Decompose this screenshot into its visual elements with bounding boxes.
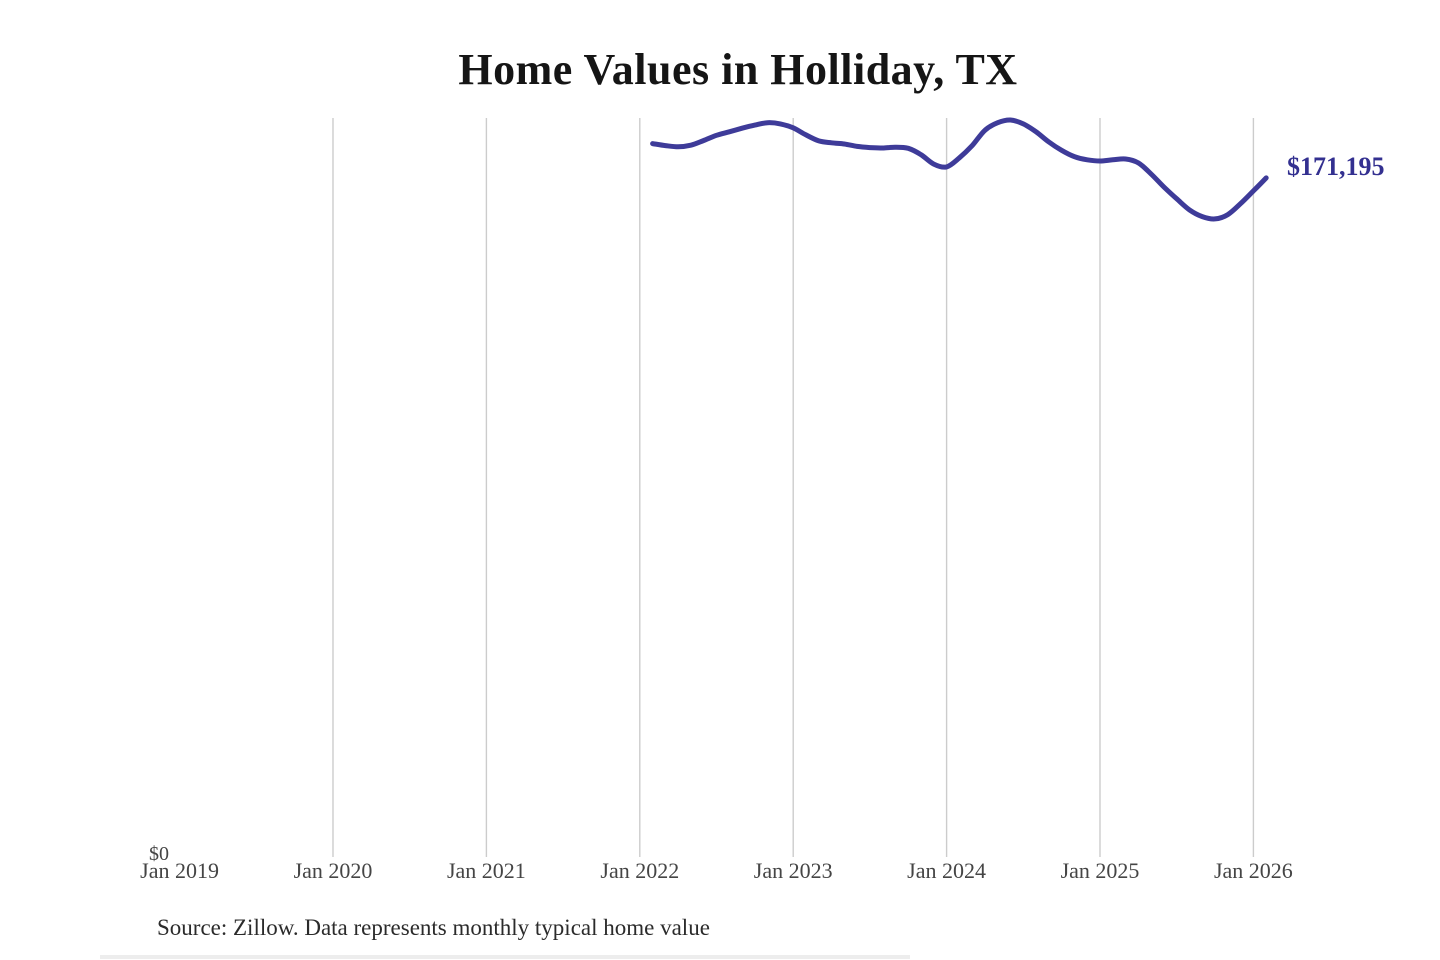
x-axis-label-jan-2021: Jan 2021 (446, 858, 526, 883)
source-note: Source: Zillow. Data represents monthly … (157, 915, 710, 940)
chart-title: Home Values in Holliday, TX (458, 45, 1018, 94)
x-axis-label-jan-2025: Jan 2025 (1060, 858, 1140, 883)
x-axis-label-jan-2019: Jan 2019 (140, 858, 220, 883)
x-axis-label-jan-2020: Jan 2020 (293, 858, 373, 883)
latest-value-label: $171,195 (1287, 152, 1385, 181)
x-axis-label-jan-2026: Jan 2026 (1213, 858, 1293, 883)
home-value-line (650, 117, 1269, 222)
cropped-bottom-remnant (100, 955, 910, 959)
y-axis-zero-label: $0 (149, 843, 169, 865)
x-axis-label-jan-2022: Jan 2022 (600, 858, 680, 883)
x-axis-label-jan-2023: Jan 2023 (753, 858, 833, 883)
x-axis-label-jan-2024: Jan 2024 (907, 858, 987, 883)
